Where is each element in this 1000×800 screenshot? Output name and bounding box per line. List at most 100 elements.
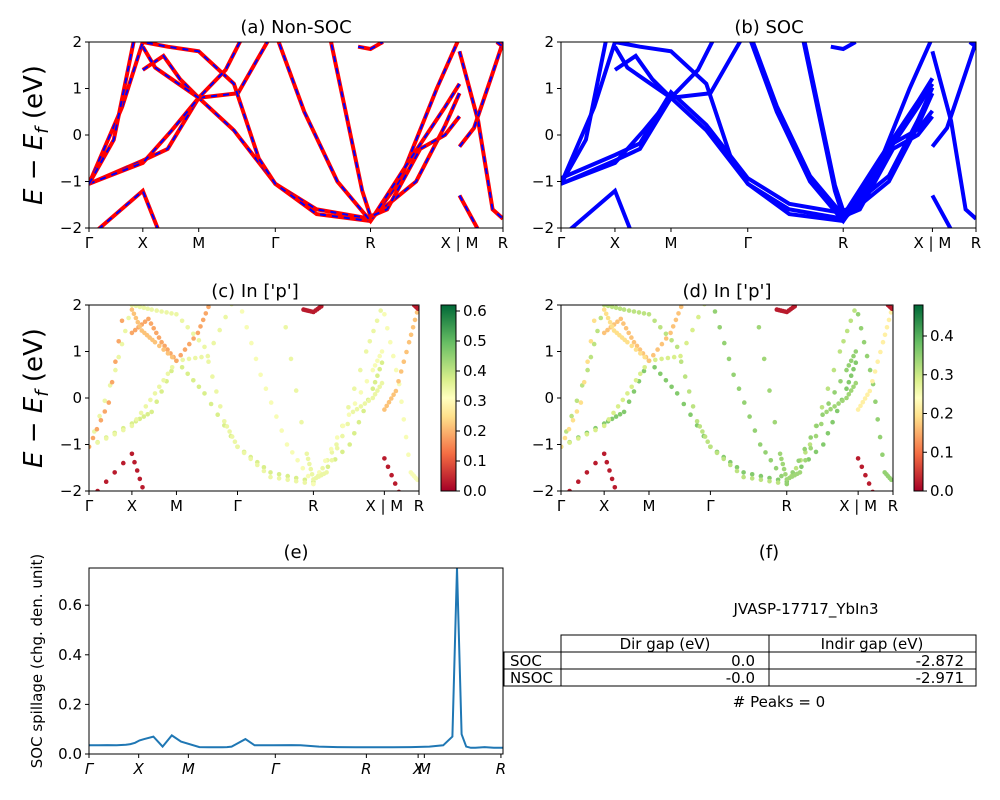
x-tick-label: X | M	[365, 497, 403, 515]
scatter-point	[888, 310, 893, 315]
scatter-point	[855, 312, 861, 317]
band-line	[141, 45, 200, 100]
scatter-point	[97, 413, 102, 419]
scatter-point	[620, 397, 626, 403]
scatter-point	[169, 365, 175, 370]
band-line	[749, 42, 935, 225]
band-lines	[89, 42, 503, 228]
scatter-point	[293, 388, 299, 393]
panel-b-title: (b) SOC	[734, 17, 803, 38]
scatter-point	[867, 367, 873, 373]
x-tick-label: Γ	[557, 497, 566, 515]
scatter-point	[323, 458, 328, 464]
scatter-point	[358, 367, 363, 373]
band-line-dashed	[89, 92, 461, 220]
scatter-point	[767, 475, 772, 481]
scatter-point	[866, 481, 872, 486]
scatter-point	[196, 384, 202, 390]
scatter-point	[174, 358, 179, 364]
scatter-point	[803, 458, 808, 463]
scatter-point	[752, 428, 758, 433]
scatter-point	[199, 354, 204, 360]
scatter-point	[684, 340, 689, 346]
scatter-point	[218, 404, 223, 409]
band-line	[830, 42, 857, 52]
scatter-point	[258, 372, 263, 378]
scatter-point	[878, 349, 883, 355]
scatter-point	[617, 412, 623, 417]
scatter-point	[848, 388, 854, 393]
scatter-point	[346, 405, 351, 410]
scatter-point	[370, 367, 376, 373]
scatter-point	[768, 458, 774, 463]
scatter-point	[196, 338, 202, 343]
scatter-point	[761, 356, 767, 362]
scatter-point	[808, 445, 813, 451]
x-tick-label: Γ	[271, 760, 281, 778]
scatter-point	[633, 347, 639, 352]
scatter-point	[345, 421, 351, 427]
table-cell-soc-dir: 0.0	[731, 652, 755, 670]
band-line	[750, 42, 935, 219]
scatter-point	[193, 355, 198, 361]
scatter-point	[152, 339, 158, 345]
scatter-point	[863, 472, 868, 478]
scatter-point	[574, 398, 580, 404]
scatter-point	[223, 314, 228, 320]
scatter-point	[621, 409, 627, 415]
scatter-point	[235, 444, 240, 450]
scatter-point	[731, 372, 736, 378]
scatter-point	[642, 365, 647, 370]
scatter-point	[154, 308, 159, 313]
panel-a: (a) Non-SOC −2 −1 0 1 2 Γ X M Γ R X | M R E − Ef (e…	[19, 17, 508, 252]
table-row-label-soc: SOC	[510, 652, 542, 670]
scatter-point	[605, 305, 611, 309]
band-line	[96, 187, 160, 228]
y-tick-label: −2	[60, 219, 82, 237]
scatter-point	[165, 351, 171, 356]
scatter-point	[700, 429, 705, 434]
scatter-point	[670, 324, 676, 329]
scatter-point	[742, 400, 747, 405]
scatter-point	[211, 340, 216, 346]
scatter-point	[408, 332, 414, 338]
x-tick-label: X	[610, 234, 620, 252]
scatter-point	[363, 349, 369, 354]
scatter-point	[855, 407, 861, 412]
scatter-point	[103, 436, 109, 441]
band-line	[930, 194, 953, 228]
scatter-point	[837, 349, 843, 354]
band-line-dashed	[89, 42, 459, 223]
scatter-point	[140, 485, 145, 490]
scatter-point	[824, 409, 829, 415]
scatter-point	[566, 426, 572, 432]
x-tick-label: Γ	[706, 497, 715, 515]
scatter-point	[736, 386, 742, 392]
scatter-point	[377, 366, 383, 372]
scatter-point	[334, 445, 340, 451]
scatter-point	[169, 311, 174, 316]
band-line	[89, 42, 270, 186]
scatter-point	[165, 371, 171, 377]
scatter-point	[389, 472, 394, 478]
scatter-point	[570, 418, 576, 423]
scatter-point	[389, 396, 394, 401]
scatter-point	[412, 317, 418, 323]
band-line	[613, 42, 715, 101]
scatter-point	[346, 412, 352, 418]
panel-d-colorbar-ticks: 0.0 0.1 0.2 0.3 0.4	[923, 327, 954, 500]
scatter-point	[347, 442, 353, 447]
scatter-point	[142, 319, 148, 325]
scatter-point	[767, 388, 772, 393]
scatter-point	[603, 311, 609, 317]
scatter-point	[819, 421, 824, 427]
scatter-point	[880, 452, 885, 458]
scatter-point	[797, 470, 803, 475]
scatter-point	[861, 339, 867, 345]
x-tick-label: R	[971, 234, 981, 252]
scatter-point	[872, 369, 878, 374]
scatter-point	[663, 378, 669, 383]
scatter-point	[609, 476, 615, 482]
x-tick-label: R	[888, 497, 898, 515]
